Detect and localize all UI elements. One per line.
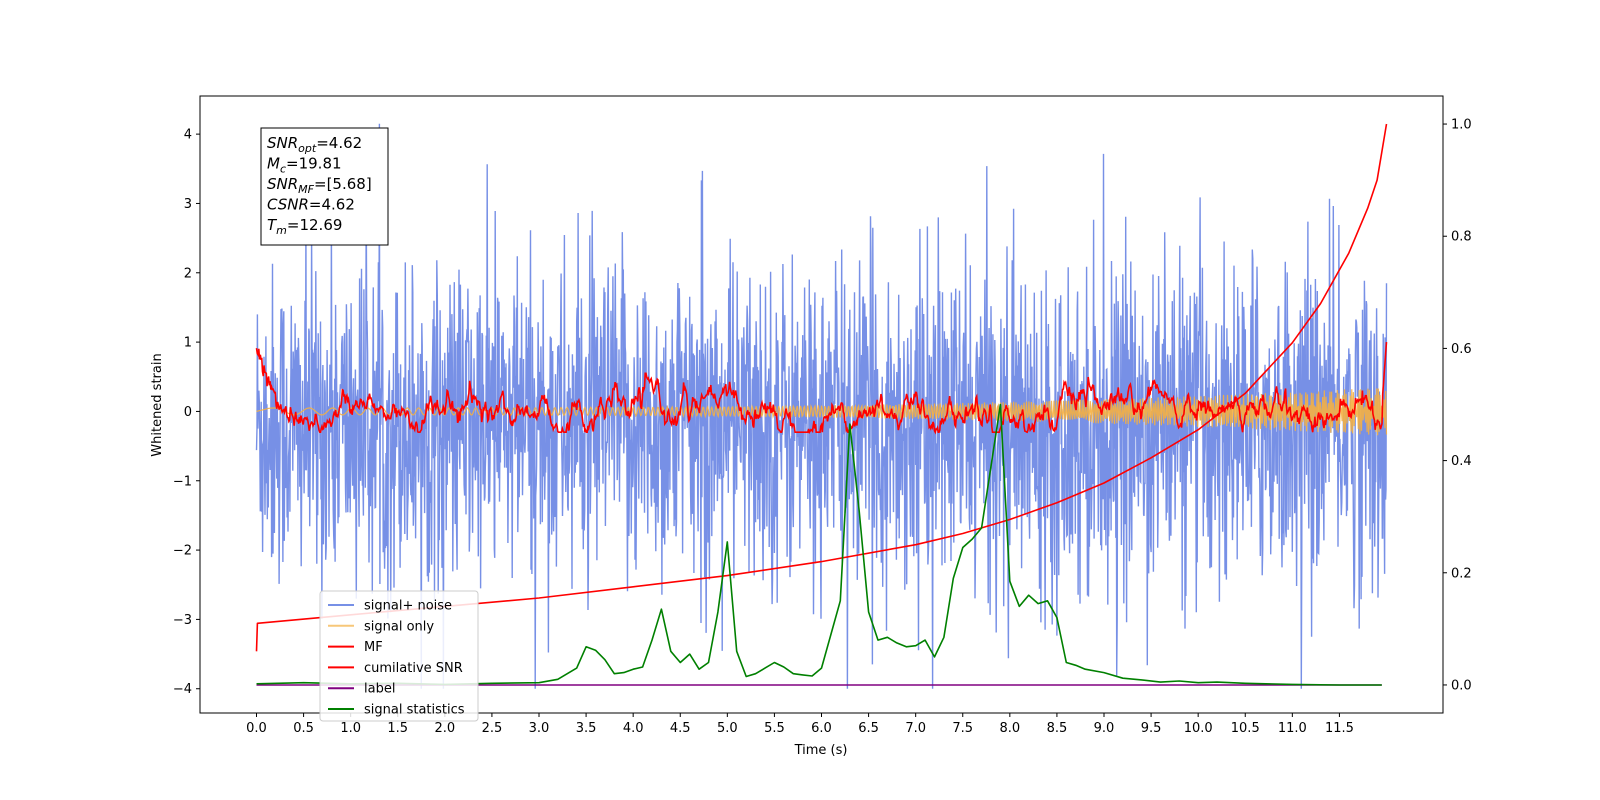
- annotation-line: SNRMF=[5.68]: [267, 175, 372, 196]
- x-tick-label: 7.5: [952, 721, 973, 736]
- series-mf: [255, 342, 1388, 435]
- y-tick-label: 0: [184, 405, 192, 420]
- x-tick-label: 11.5: [1325, 721, 1354, 736]
- legend-entry: signal+ noise: [364, 599, 452, 614]
- y-tick-label: −2: [173, 544, 192, 559]
- x-tick-label: 1.5: [387, 721, 408, 736]
- y2-tick-label: 0.2: [1451, 566, 1472, 581]
- x-tick-label: 10.5: [1231, 721, 1260, 736]
- annotation-line: CSNR=4.62: [267, 196, 355, 214]
- legend-entry: signal statistics: [364, 703, 465, 718]
- legend-entry: label: [364, 682, 395, 697]
- y-axis-right: 0.0 0.2 0.4 0.6 0.8 1.0: [1443, 118, 1472, 693]
- y2-tick-label: 0.8: [1451, 230, 1472, 245]
- legend-entry: signal only: [364, 619, 434, 634]
- x-axis-title: Time (s): [794, 743, 848, 758]
- y2-tick-label: 1.0: [1451, 118, 1472, 133]
- series-cumulative-snr: [255, 123, 1388, 652]
- x-tick-label: 7.0: [905, 721, 926, 736]
- series-signal-noise: [255, 123, 1388, 689]
- annotation-line: Tm=12.69: [267, 216, 342, 237]
- x-tick-label: 0.5: [293, 721, 314, 736]
- x-tick-label: 5.5: [764, 721, 785, 736]
- x-tick-label: 10.0: [1184, 721, 1213, 736]
- annotation-frame: [260, 127, 389, 246]
- x-tick-label: 2.5: [482, 721, 503, 736]
- x-tick-label: 6.0: [811, 721, 832, 736]
- legend-frame: [319, 590, 479, 722]
- annotation-line: Mc=19.81: [267, 155, 342, 176]
- y2-tick-label: 0.0: [1451, 678, 1472, 693]
- x-tick-label: 11.0: [1278, 721, 1307, 736]
- x-tick-label: 9.5: [1141, 721, 1162, 736]
- y-tick-label: 1: [184, 336, 192, 351]
- x-tick-label: 9.0: [1094, 721, 1115, 736]
- x-tick-label: 0.0: [246, 721, 267, 736]
- annotation-box: SNRopt=4.62Mc=19.81SNRMF=[5.68]CSNR=4.62…: [260, 127, 389, 246]
- annotation-line: SNRopt=4.62: [267, 134, 362, 155]
- x-tick-label: 6.5: [858, 721, 879, 736]
- x-tick-label: 1.0: [340, 721, 361, 736]
- x-tick-label: 3.5: [576, 721, 597, 736]
- legend-entry: MF: [364, 640, 383, 655]
- series-signal-statistics: [256, 403, 1382, 686]
- legend-entry: cumilative SNR: [364, 661, 463, 676]
- y2-tick-label: 0.4: [1451, 454, 1472, 469]
- x-tick-label: 8.0: [999, 721, 1020, 736]
- y-tick-label: −3: [173, 613, 192, 628]
- x-tick-label: 4.5: [670, 721, 691, 736]
- x-tick-label: 8.5: [1047, 721, 1068, 736]
- x-tick-label: 2.0: [434, 721, 455, 736]
- y-tick-label: −4: [173, 682, 192, 697]
- legend: signal+ noise signal only MF cumilative SNR…: [319, 590, 479, 722]
- x-tick-label: 4.0: [623, 721, 644, 736]
- y-tick-label: −1: [173, 474, 192, 489]
- y-tick-label: 2: [184, 266, 192, 281]
- y-tick-label: 3: [184, 197, 192, 212]
- y-axis-left: −4 −3 −2 −1 0 1 2 3 4: [173, 128, 200, 697]
- x-axis: 0.0 0.5 1.0 1.5 2.0 2.5 3.0 3.5 4.0 4.5 5.0 5.5 6.0 6…: [246, 713, 1354, 736]
- x-tick-label: 5.0: [717, 721, 738, 736]
- y2-tick-label: 0.6: [1451, 342, 1472, 357]
- y-axis-title: Whitened strain: [150, 353, 165, 456]
- x-tick-label: 3.0: [529, 721, 550, 736]
- y-tick-label: 4: [184, 128, 192, 143]
